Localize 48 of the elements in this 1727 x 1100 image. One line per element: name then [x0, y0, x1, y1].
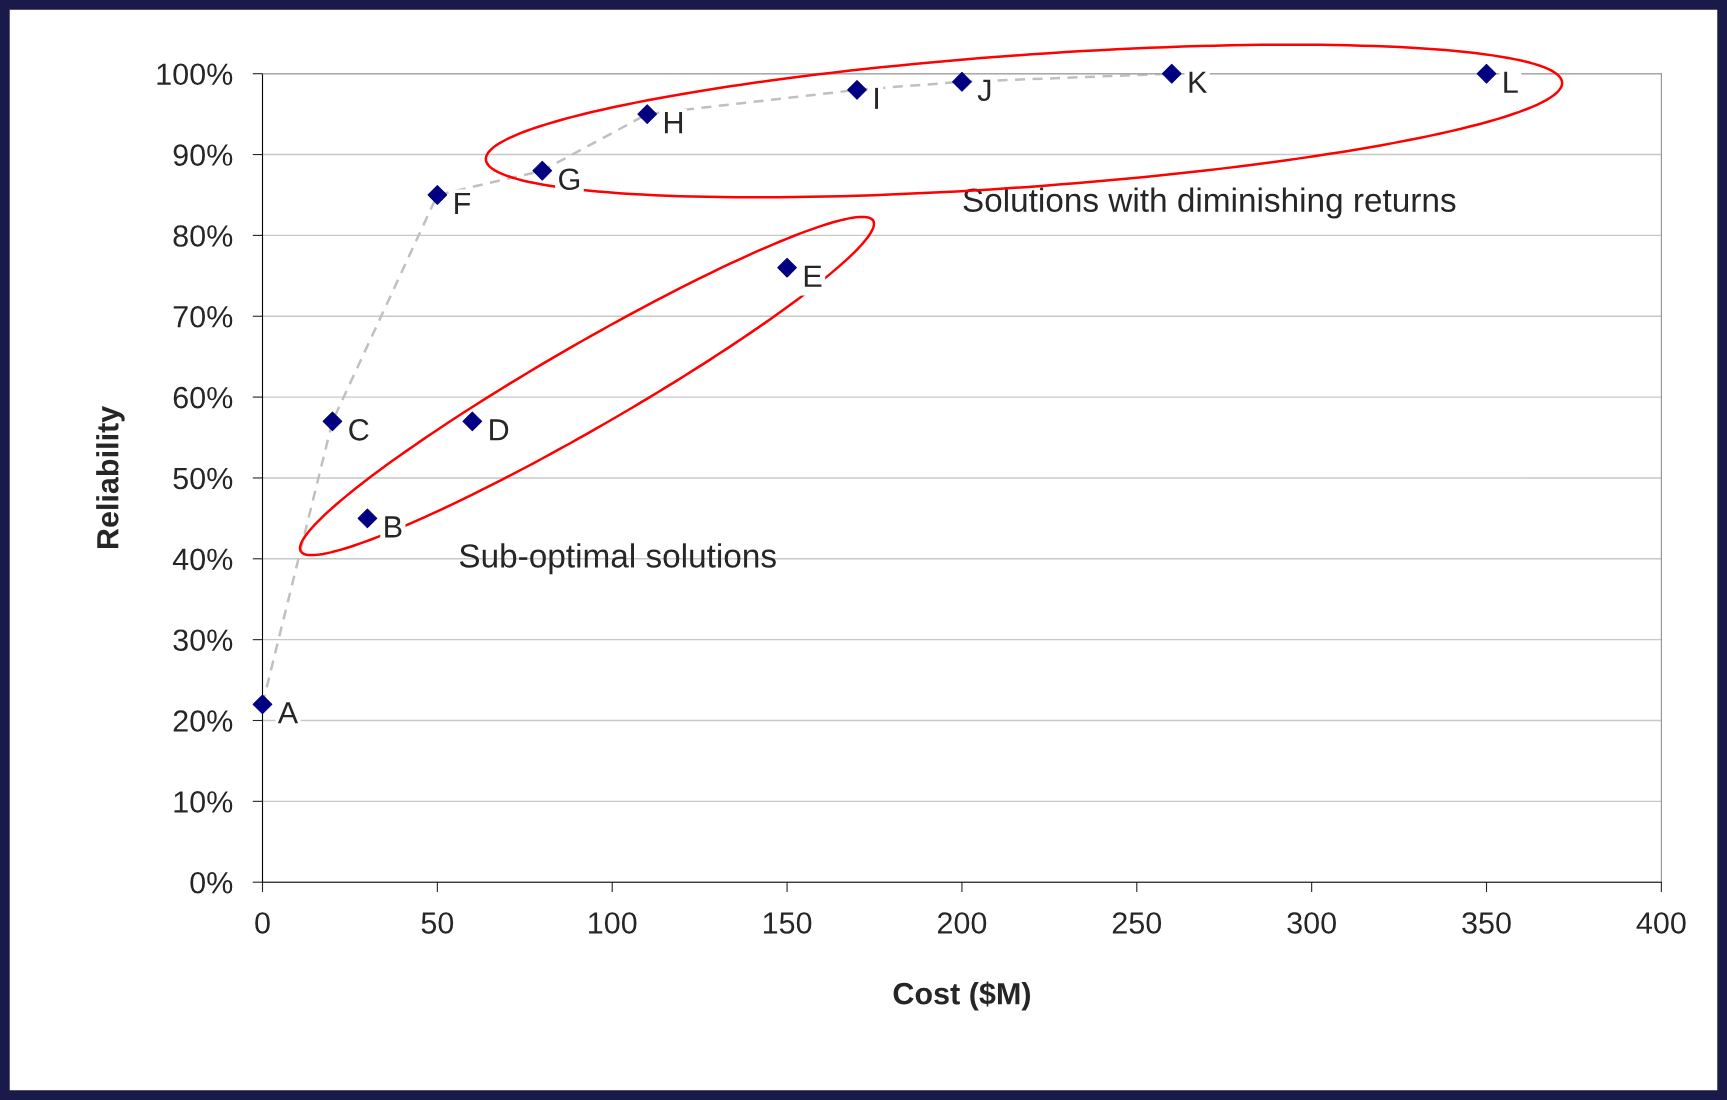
y-tick-label: 70%	[173, 305, 233, 328]
point	[637, 104, 658, 124]
x-tick-label: 200	[937, 912, 987, 934]
annotation: J	[977, 79, 991, 102]
x-tick-label: 100	[589, 912, 637, 934]
annotation: C	[349, 419, 369, 441]
y-tick-label: 20%	[173, 710, 233, 732]
x-axis-title: Cost ($M)	[893, 981, 1031, 1011]
y-tick-label: 40%	[172, 548, 233, 571]
y-tick-label: 60%	[173, 386, 233, 409]
x-tick-label: 50	[421, 912, 454, 934]
annotation: G	[559, 168, 580, 191]
annotation: K	[1189, 71, 1208, 93]
annotation: E	[804, 265, 822, 287]
annotation: H	[664, 112, 683, 134]
y-tick-label: 80%	[173, 225, 233, 247]
x-tick-label: 0	[255, 912, 270, 934]
point	[462, 411, 483, 432]
point	[322, 411, 343, 432]
point	[952, 71, 972, 92]
y-tick-label: 50%	[173, 467, 233, 490]
point	[777, 257, 797, 278]
y-tick-label: 0%	[190, 871, 233, 894]
point	[1161, 63, 1182, 84]
x-tick-label: 300	[1287, 912, 1336, 934]
annotation: B	[385, 516, 402, 538]
annotation: L	[1504, 71, 1518, 93]
y-tick-label: 100%	[157, 63, 233, 86]
annotation: A	[277, 702, 299, 724]
annotation: F	[455, 192, 471, 214]
y-tick-label: 90%	[173, 144, 233, 166]
x-tick-label: 400	[1636, 912, 1686, 934]
x-tick-label: 250	[1112, 912, 1162, 934]
annotation: Sub-optimal solutions	[459, 543, 776, 575]
point	[357, 508, 378, 529]
point	[252, 694, 273, 715]
x-tick-label: 350	[1462, 912, 1511, 934]
y-tick-label: 10%	[174, 791, 233, 813]
annotation: D	[490, 419, 509, 441]
point	[532, 160, 553, 181]
y-tick-label: 30%	[173, 629, 233, 652]
x-tick-label: 150	[763, 912, 812, 934]
annotation: I	[875, 87, 878, 109]
annotation: Solutions with diminishing returns	[963, 187, 1456, 219]
point	[847, 80, 867, 100]
point	[427, 185, 448, 205]
y-axis-title: Reliability	[96, 405, 125, 549]
point	[1476, 63, 1497, 84]
